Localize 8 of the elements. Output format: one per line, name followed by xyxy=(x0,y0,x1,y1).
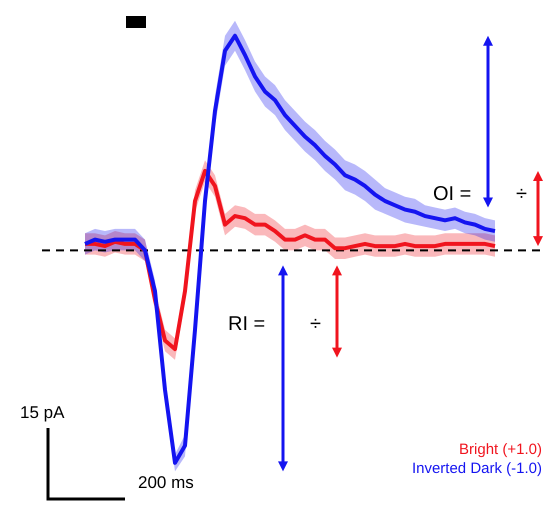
text: Inverted Dark (-1.0) xyxy=(412,459,542,478)
annotation: ÷ xyxy=(310,313,321,335)
text: Bright (+1.0) xyxy=(458,440,542,459)
annotation: RI = xyxy=(228,313,266,335)
annotation: OI = xyxy=(433,183,472,205)
text: 15 pA xyxy=(20,403,66,422)
text: ÷ xyxy=(516,183,527,205)
text: 200 ms xyxy=(138,473,194,492)
